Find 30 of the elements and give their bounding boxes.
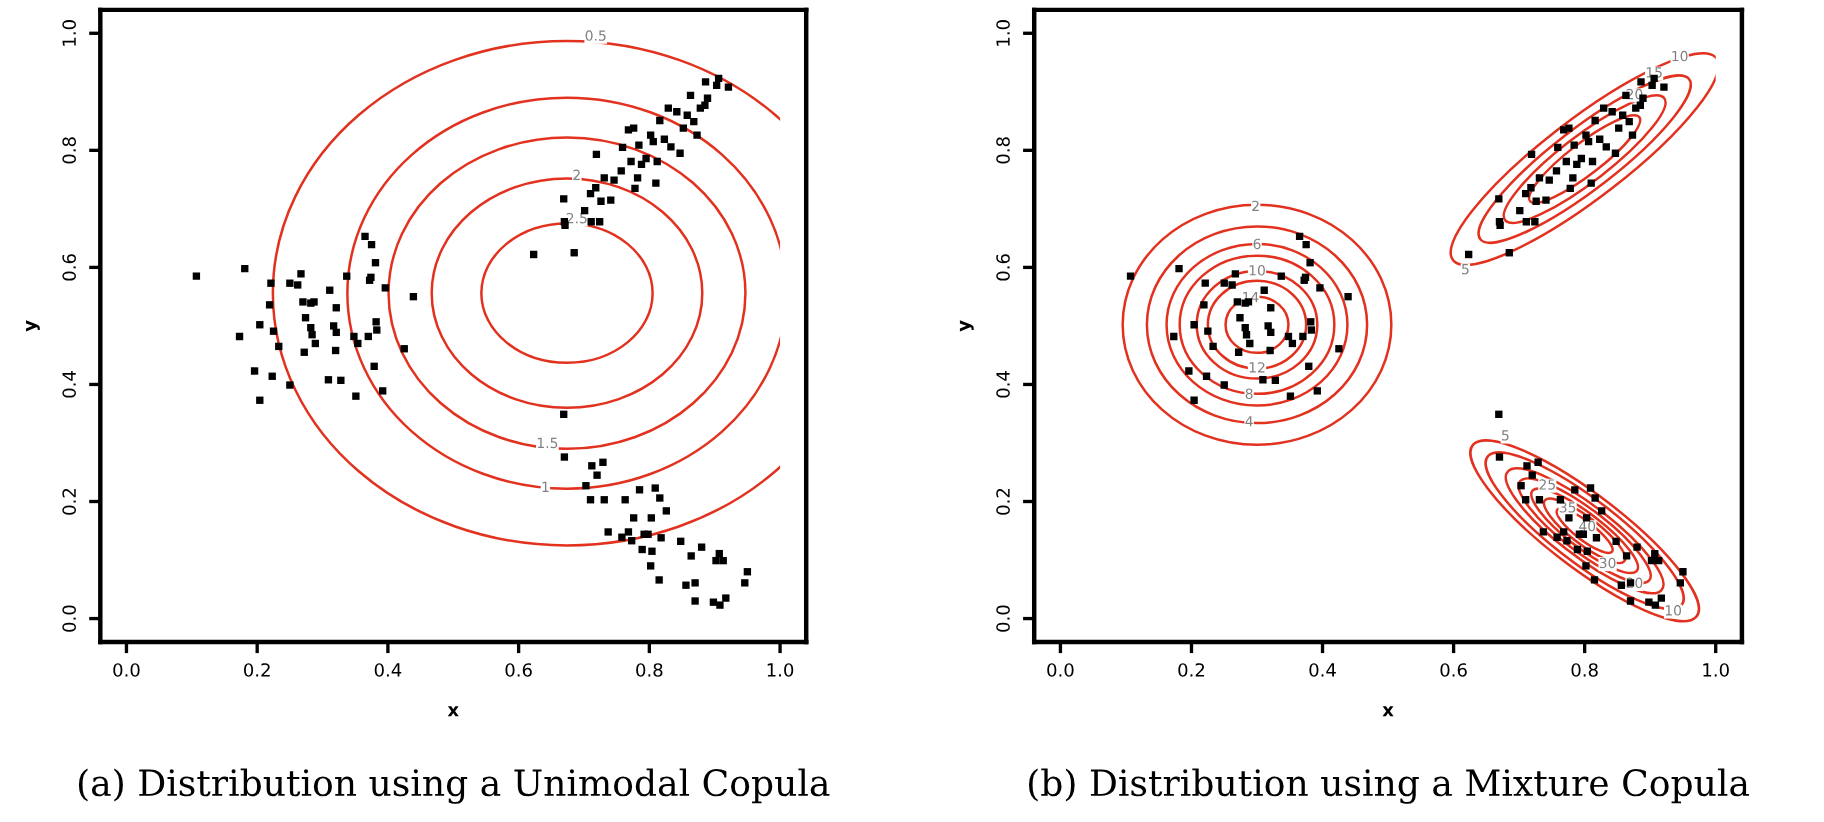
y-tick-label: 0.6 <box>62 254 76 281</box>
y-tick-label: 0.0 <box>62 605 76 632</box>
y-tick-label: 1.0 <box>996 20 1010 46</box>
x-tick-label: 0.2 <box>1178 663 1205 677</box>
x-tick-label: 1.0 <box>767 663 794 677</box>
x-tick-label: 0.8 <box>636 663 663 677</box>
x-tick-label: 0.8 <box>1571 663 1598 677</box>
x-axis-title: x <box>1382 706 1394 717</box>
y-tick-label: 0.2 <box>996 488 1010 515</box>
y-tick-label: 0.2 <box>62 488 76 515</box>
y-tick-label: 0.4 <box>996 371 1010 398</box>
y-tick-label: 0.8 <box>62 137 76 164</box>
y-tick-label: 1.0 <box>62 20 76 46</box>
y-tick-label: 0.8 <box>996 137 1010 164</box>
y-axis-title: y <box>959 320 974 332</box>
x-tick-label: 0.0 <box>113 663 140 677</box>
y-axis-title: y <box>26 320 40 332</box>
x-tick-label: 0.2 <box>244 663 270 677</box>
x-tick-label: 0.0 <box>1047 663 1074 677</box>
x-tick-label: 1.0 <box>1703 663 1729 677</box>
text: (b) Distribution using a Mixture Copula <box>1029 768 1749 804</box>
x-axis-title: x <box>447 706 459 717</box>
x-tick-label: 0.6 <box>1440 663 1467 677</box>
x-tick-label: 0.6 <box>505 663 532 677</box>
y-tick-label: 0.6 <box>996 254 1010 281</box>
x-tick-label: 0.4 <box>1309 663 1336 677</box>
x-tick-label: 0.4 <box>374 663 402 677</box>
y-tick-label: 0.0 <box>996 605 1010 632</box>
text: (a) Distribution using a Unimodal Copula <box>78 768 830 804</box>
y-tick-label: 0.4 <box>62 371 76 398</box>
